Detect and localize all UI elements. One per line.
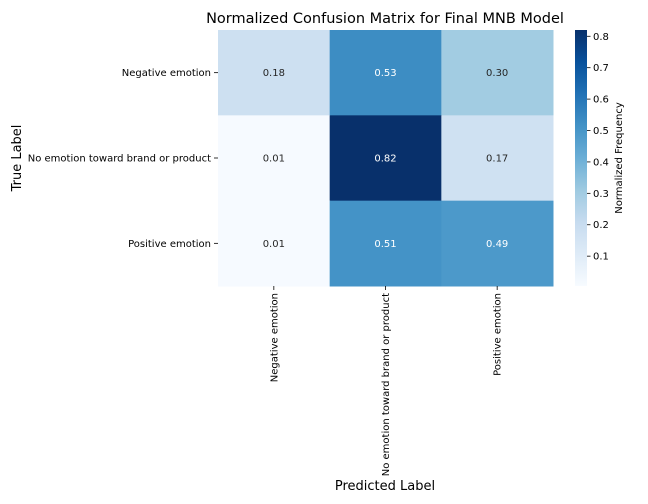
x-tick-label: No emotion toward brand or product [381,293,392,476]
heatmap-cell [218,30,331,116]
colorbar-tick-label: 0.2 [593,220,609,231]
cell-value: 0.01 [263,239,285,250]
colorbar-tick-label: 0.3 [593,189,609,200]
heatmap-cell [329,115,442,202]
colorbar-tick-label: 0.1 [593,252,609,263]
x-tick-label: Negative emotion [269,293,280,382]
colorbar-tick-label: 0.6 [593,95,609,106]
y-tick-label: Positive emotion [128,239,211,250]
cell-value: 0.51 [374,239,396,250]
y-axis-ticks: Negative emotion No emotion toward brand … [28,68,218,250]
cell-value: 0.30 [486,68,508,79]
colorbar-ticks: 0.1 0.2 0.3 0.4 0.5 0.6 0.7 0.8 [587,32,609,263]
cell-value: 0.18 [263,68,285,79]
heatmap-cell [329,200,442,287]
heatmap-cell [441,115,554,202]
cell-value: 0.53 [374,68,396,79]
y-axis-label: True Label [10,125,25,193]
cell-value: 0.01 [263,154,285,165]
heatmap-cells [218,30,554,287]
x-tick-label: Positive emotion [493,293,504,376]
heatmap-cell [441,30,554,116]
x-axis-ticks: Negative emotion No emotion toward brand … [269,286,504,476]
chart-title: Normalized Confusion Matrix for Final MN… [206,11,564,27]
cell-value: 0.49 [486,239,508,250]
heatmap-cell [218,115,331,202]
y-tick-label: Negative emotion [122,68,211,79]
colorbar [575,30,587,286]
colorbar-tick-label: 0.7 [593,63,609,74]
colorbar-tick-label: 0.8 [593,32,609,43]
heatmap-cell [329,30,442,116]
colorbar-tick-label: 0.4 [593,157,609,168]
colorbar-tick-label: 0.5 [593,126,609,137]
x-axis-label: Predicted Label [335,479,435,494]
cell-value: 0.82 [374,154,396,165]
colorbar-label: Normalized Frequency [614,102,625,214]
heatmap-cell [441,200,554,287]
cell-value: 0.17 [486,154,508,165]
cell-annotations: 0.18 0.53 0.30 0.01 0.82 0.17 0.01 0.51 0.49 [263,68,509,250]
y-tick-label: No emotion toward brand or product [28,154,211,165]
heatmap-cell [218,200,331,287]
